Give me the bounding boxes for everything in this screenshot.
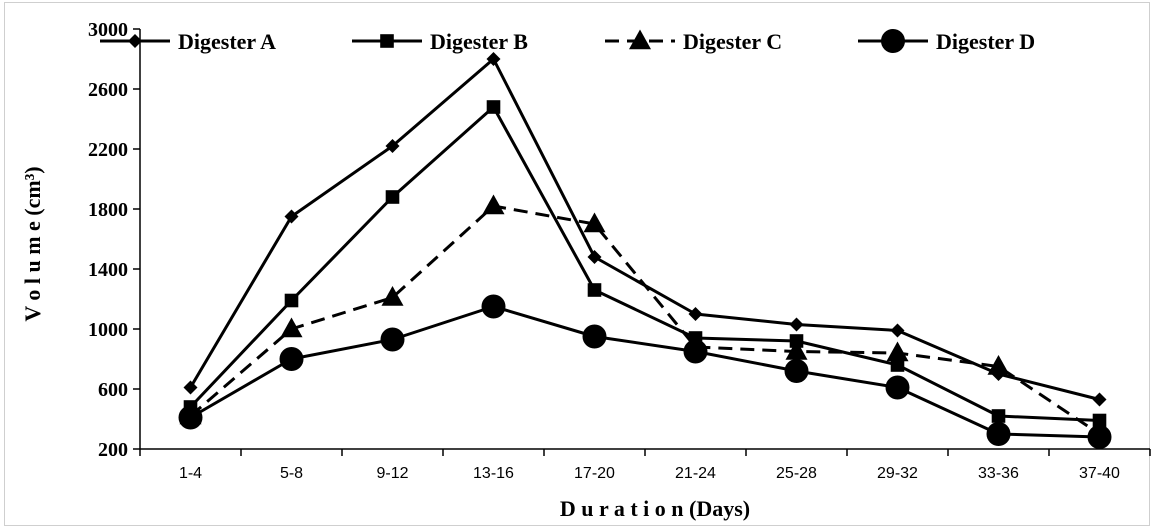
x-axis-title: D u r a t i o n (Days) [560, 496, 750, 521]
data-point-digester-a [486, 52, 501, 66]
series-line-digester-c [189, 204, 1101, 436]
data-point-digester-c [381, 285, 404, 306]
legend-label-digester-c: Digester C [683, 29, 782, 54]
legend-label-digester-a: Digester A [178, 29, 276, 54]
legend-marker-digester-a [128, 34, 142, 48]
x-tick-label: 17-20 [574, 465, 615, 482]
series-digester-b [183, 100, 1107, 428]
data-point-digester-d [178, 405, 203, 430]
data-point-digester-a [587, 250, 602, 264]
data-point-digester-b [991, 409, 1006, 423]
data-point-digester-a [385, 139, 400, 153]
y-tick-label: 3000 [88, 19, 128, 41]
y-tick-label: 1400 [88, 259, 128, 281]
data-point-digester-c [583, 212, 606, 233]
legend-item-digester-d: Digester D [858, 29, 1035, 54]
series-layer [178, 52, 1112, 449]
data-point-digester-d [885, 375, 910, 400]
legend-marker-digester-b [380, 34, 394, 48]
data-point-digester-d [986, 422, 1011, 446]
legend-item-digester-a: Digester A [100, 29, 276, 54]
y-tick-label: 2600 [88, 79, 128, 101]
data-point-digester-b [284, 293, 299, 308]
data-point-digester-c [886, 341, 909, 362]
series-line-digester-d [189, 305, 1100, 439]
chart-frame [4, 2, 1150, 526]
legend-item-digester-b: Digester B [352, 29, 528, 54]
y-tick-label: 2200 [88, 139, 128, 161]
legend-label-digester-b: Digester B [430, 29, 528, 54]
x-tick-label: 9-12 [376, 465, 408, 482]
data-point-digester-b [486, 100, 501, 114]
y-axis-title: V o l u m e (cm³) [20, 166, 45, 321]
x-tick-label: 1-4 [179, 465, 202, 482]
legend-marker-digester-d [881, 29, 905, 53]
y-tick-label: 600 [98, 379, 128, 401]
data-point-digester-b [890, 358, 905, 372]
data-point-digester-b [587, 283, 602, 297]
x-tick-label: 37-40 [1079, 465, 1120, 482]
series-digester-d [178, 294, 1112, 449]
x-tick-label: 29-32 [877, 465, 918, 482]
legend-marker-digester-c [629, 29, 651, 50]
data-point-digester-d [1087, 425, 1112, 449]
data-point-digester-d [683, 339, 708, 364]
data-point-digester-d [481, 294, 506, 319]
series-line-digester-b [189, 105, 1100, 422]
series-digester-c [179, 194, 1111, 443]
data-point-digester-d [784, 359, 809, 383]
data-point-digester-a [688, 307, 703, 321]
data-point-digester-b [1092, 413, 1107, 428]
y-tick-label: 200 [98, 439, 128, 461]
data-point-digester-d [582, 324, 607, 349]
data-point-digester-c [785, 339, 808, 360]
data-point-digester-c [987, 354, 1010, 375]
data-point-digester-a [1092, 392, 1107, 407]
x-tick-label: 5-8 [280, 465, 303, 482]
data-point-digester-b [385, 190, 400, 204]
data-point-digester-a [284, 209, 299, 224]
data-point-digester-a [890, 323, 905, 338]
y-tick-label: 1000 [88, 319, 128, 341]
data-point-digester-a [789, 317, 804, 332]
y-tick-label: 1800 [88, 199, 128, 221]
axes: 200 600 1000 1400 1800 2200 2600 3000 1-4 5-8 9-12… [88, 19, 1151, 482]
data-point-digester-c [482, 194, 505, 215]
legend-item-digester-c: Digester C [605, 29, 782, 54]
x-tick-label: 21-24 [675, 465, 716, 482]
data-point-digester-d [279, 347, 304, 371]
legend: Digester A Digester B Digester C Digester D [100, 29, 1035, 54]
data-point-digester-c [280, 317, 303, 338]
x-tick-label: 33-36 [978, 465, 1019, 482]
data-point-digester-d [380, 327, 405, 352]
series-line-digester-a [189, 57, 1100, 401]
data-point-digester-a [183, 380, 198, 395]
legend-label-digester-d: Digester D [936, 29, 1035, 54]
x-tick-label: 25-28 [776, 465, 817, 482]
x-tick-label: 13-16 [473, 465, 514, 482]
